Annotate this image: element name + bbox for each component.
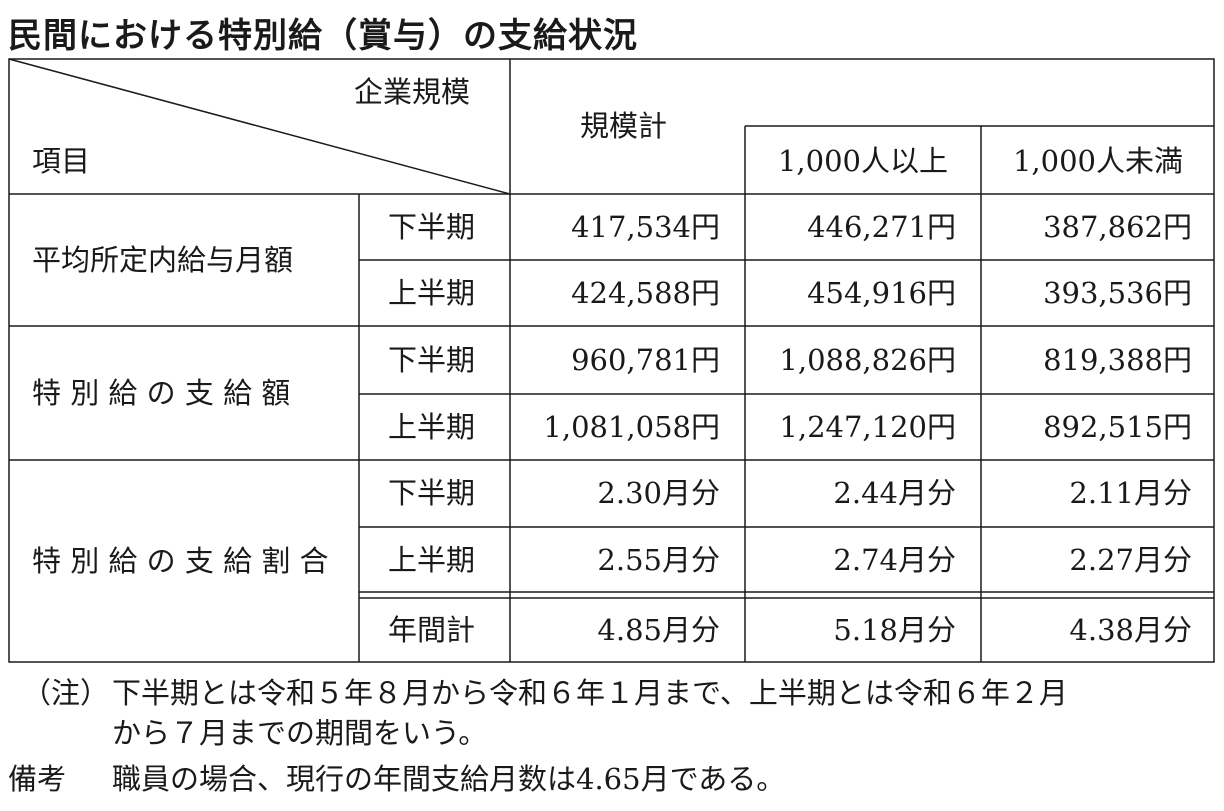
- row-period: 下半期: [388, 476, 476, 510]
- note-text-line1: 下半期とは令和５年８月から令和６年１月まで、上半期とは令和６年２月: [112, 676, 1068, 710]
- page-title: 民間における特別給（賞与）の支給状況: [8, 16, 638, 56]
- cell-large: 2.74月分: [833, 543, 956, 577]
- cell-small: 4.38月分: [1069, 613, 1192, 647]
- cell-total: 2.30月分: [597, 476, 720, 510]
- cell-large: 2.44月分: [833, 476, 956, 510]
- row-period: 上半期: [388, 276, 476, 310]
- group-label-bonus-ratio: 特 別 給 の 支 給 割 合: [32, 544, 329, 578]
- row-period: 上半期: [388, 543, 476, 577]
- cell-small: 393,536円: [1043, 276, 1192, 310]
- remark-label: 備考: [8, 762, 67, 796]
- cell-large: 5.18月分: [833, 613, 956, 647]
- header-total-label: 規模計: [580, 109, 668, 143]
- header-small-label: 1,000人未満: [1012, 144, 1184, 178]
- cell-total: 960,781円: [571, 343, 720, 377]
- cell-small: 2.27月分: [1069, 543, 1192, 577]
- cell-small: 2.11月分: [1069, 476, 1192, 510]
- cell-small: 387,862円: [1043, 210, 1192, 244]
- group-label-monthly-salary: 平均所定内給与月額: [32, 243, 294, 277]
- cell-large: 1,088,826円: [779, 343, 956, 377]
- cell-large: 1,247,120円: [779, 410, 956, 444]
- cell-total: 417,534円: [571, 210, 720, 244]
- table-grid: [8, 58, 1215, 663]
- bonus-table: 企業規模 項目 規模計 1,000人以上 1,000人未満 平均所定内給与月額 …: [8, 58, 1215, 663]
- cell-total: 2.55月分: [597, 543, 720, 577]
- group-label-bonus-amount: 特 別 給 の 支 給 額: [32, 376, 291, 410]
- note-label: （注）: [22, 676, 110, 710]
- row-period: 下半期: [388, 343, 476, 377]
- header-large-label: 1,000人以上: [777, 144, 949, 178]
- header-item-label: 項目: [32, 144, 91, 178]
- note-text-line2: から７月までの期間をいう。: [112, 716, 488, 750]
- cell-total: 4.85月分: [597, 613, 720, 647]
- cell-small: 819,388円: [1043, 343, 1192, 377]
- cell-small: 892,515円: [1043, 410, 1192, 444]
- cell-large: 454,916円: [807, 276, 956, 310]
- remark-text: 職員の場合、現行の年間支給月数は4.65月である。: [112, 762, 786, 796]
- row-period: 年間計: [388, 613, 476, 647]
- cell-total: 424,588円: [571, 276, 720, 310]
- cell-large: 446,271円: [807, 210, 956, 244]
- cell-total: 1,081,058円: [543, 410, 720, 444]
- row-period: 上半期: [388, 410, 476, 444]
- row-period: 下半期: [388, 210, 476, 244]
- header-scale-label: 企業規模: [354, 75, 471, 109]
